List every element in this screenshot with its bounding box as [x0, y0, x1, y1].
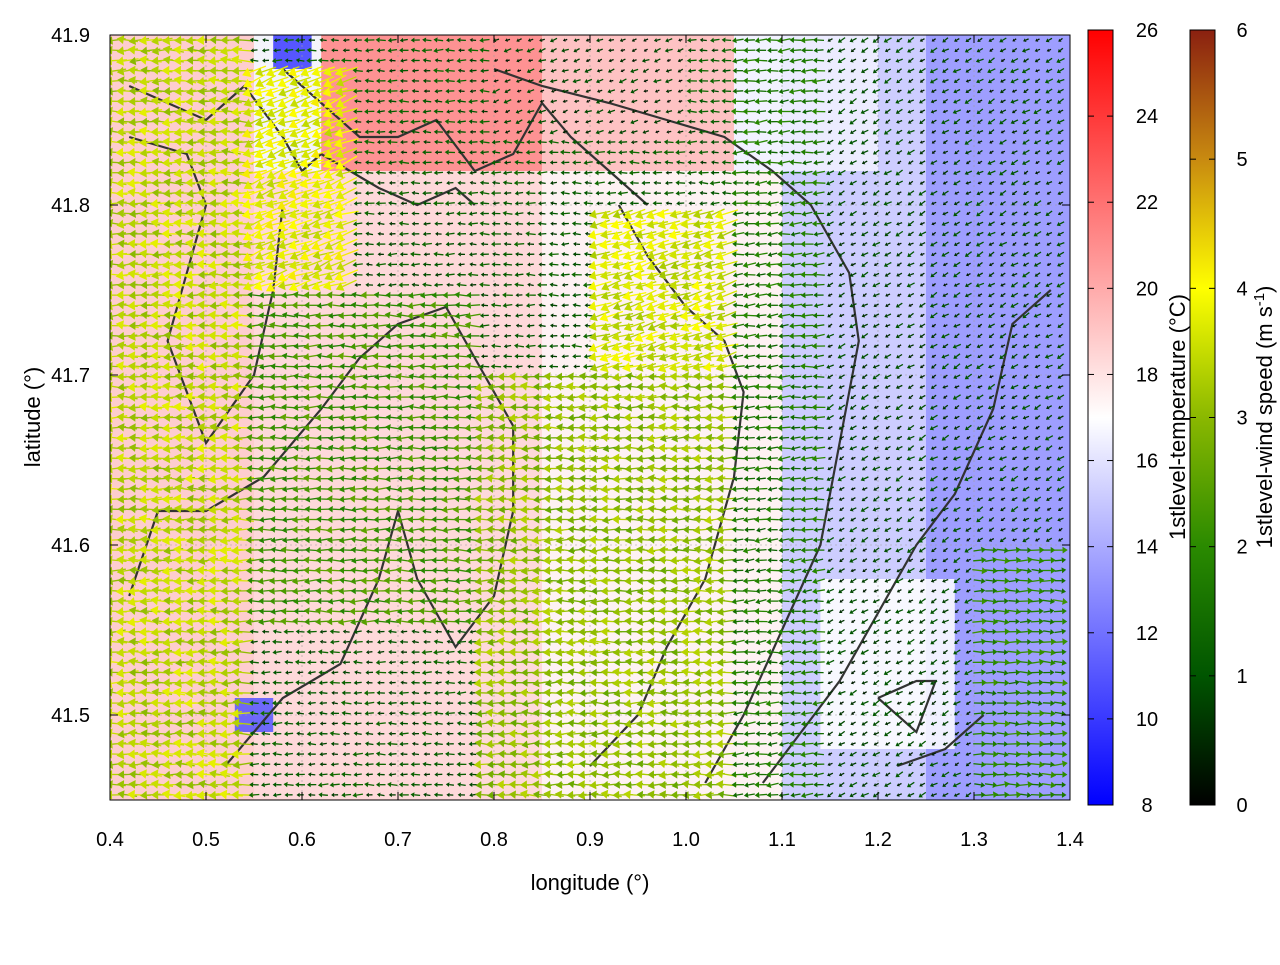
temperature-cell	[321, 35, 542, 171]
temperature-cell	[542, 35, 734, 171]
temperature-cell	[734, 35, 878, 171]
